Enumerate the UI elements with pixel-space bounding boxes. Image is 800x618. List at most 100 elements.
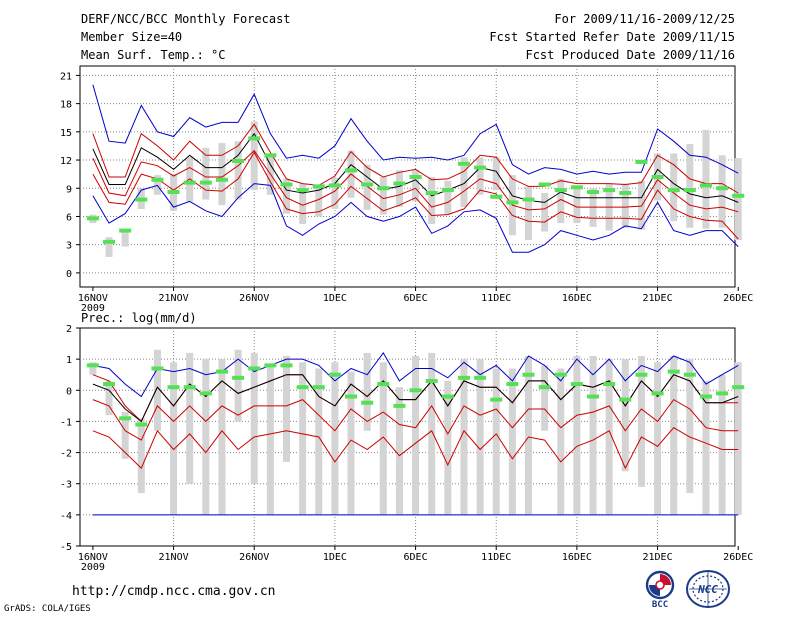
- forecast-period: For 2009/11/16-2009/12/25: [554, 12, 735, 26]
- prec-spread-box: [670, 356, 678, 515]
- prec-spread-box: [379, 362, 387, 515]
- prec-ensemble-marker: [683, 372, 696, 377]
- prec-ensemble-marker: [570, 382, 583, 387]
- prec-spread-box: [557, 368, 565, 515]
- temp-spread-box: [686, 144, 694, 228]
- temp-ensemble-marker: [683, 188, 696, 193]
- prec-spread-box: [315, 368, 323, 515]
- temp-ensemble-marker: [377, 186, 390, 191]
- temp-ensemble-marker: [215, 177, 228, 182]
- prec-ensemble-marker: [232, 375, 245, 380]
- temp-ensemble-marker: [457, 161, 470, 166]
- prec-ensemble-marker: [603, 382, 616, 387]
- temp-ensemble-marker: [667, 188, 680, 193]
- prec-spread-box: [266, 365, 274, 515]
- prec-ensemble-marker: [312, 385, 325, 390]
- prec-ensemble-marker: [667, 369, 680, 374]
- temp-ensemble-marker: [248, 136, 261, 141]
- prec-ensemble-marker: [619, 397, 632, 402]
- temp-spread-box: [202, 147, 210, 200]
- temp-spread-box: [444, 180, 452, 215]
- prec-ensemble-marker: [409, 388, 422, 393]
- prec-spread-box: [299, 362, 307, 515]
- prec-ensemble-marker: [248, 366, 261, 371]
- prec-ensemble-marker: [361, 400, 374, 405]
- prec-spread-box: [524, 356, 532, 515]
- prec-ytick-label: -5: [60, 542, 72, 553]
- prec-xtick-label: 26DEC: [723, 552, 753, 563]
- prec-ensemble-marker: [103, 382, 116, 387]
- prec-spread-box: [460, 359, 468, 515]
- temp-spread-box: [234, 141, 242, 200]
- prec-spread-box: [734, 362, 742, 515]
- temp-ensemble-marker: [716, 186, 729, 191]
- temp-ensemble-marker: [425, 190, 438, 195]
- temp-spread-box: [379, 176, 387, 215]
- temp-spread-box: [621, 183, 629, 228]
- prec-spread-box: [621, 359, 629, 472]
- temp-spread-box: [250, 121, 258, 191]
- temp-ensemble-marker: [135, 197, 148, 202]
- prec-series-low: [92, 427, 739, 470]
- temp-ensemble-marker: [441, 188, 454, 193]
- prec-xtick-label: 26NOV: [239, 552, 269, 563]
- prec-ytick-label: -2: [60, 449, 72, 460]
- bcc-logo-text: BCC: [652, 600, 668, 608]
- temp-xtick-label: 26NOV: [239, 293, 269, 304]
- prec-ensemble-marker: [635, 372, 648, 377]
- prec-xtick-label: 11DEC: [481, 552, 511, 563]
- temp-spread-box: [299, 183, 307, 224]
- prec-spread-box: [105, 380, 113, 416]
- temp-ensemble-marker: [474, 165, 487, 170]
- prec-ensemble-marker: [264, 363, 277, 368]
- prec-xtick-label: 21NOV: [159, 552, 189, 563]
- website-url[interactable]: http://cmdp.ncc.cma.gov.cn: [72, 584, 276, 599]
- prec-ensemble-marker: [119, 416, 132, 421]
- temp-spread-box: [460, 157, 468, 208]
- temp-ensemble-marker: [732, 193, 745, 198]
- prec-spread-box: [363, 352, 371, 431]
- temp-ensemble-marker: [119, 228, 132, 233]
- temp-xtick-year: 2009: [81, 303, 105, 314]
- temp-ensemble-marker: [699, 183, 712, 188]
- temp-series-lower: [92, 149, 739, 213]
- temp-ensemble-marker: [570, 185, 583, 190]
- temp-spread-box: [734, 158, 742, 240]
- grads-credit: GrADS: COLA/IGES: [4, 604, 91, 614]
- prec-spread-box: [492, 368, 500, 515]
- prec-spread-box: [702, 380, 710, 515]
- temp-series-min: [92, 183, 739, 253]
- temp-ytick-label: 18: [60, 100, 72, 111]
- prec-spread-box: [412, 356, 420, 515]
- temp-series-upper: [92, 123, 739, 194]
- temperature-panel-label: Mean Surf. Temp.: °C: [81, 48, 226, 62]
- prec-ensemble-marker: [328, 372, 341, 377]
- temp-ensemble-marker: [103, 239, 116, 244]
- temp-ytick-label: 3: [66, 241, 72, 252]
- prec-ensemble-marker: [490, 397, 503, 402]
- temp-spread-box: [395, 170, 403, 208]
- prec-ensemble-marker: [345, 394, 358, 399]
- temp-ensemble-marker: [490, 194, 503, 199]
- prec-spread-box: [654, 362, 662, 515]
- prec-ensemble-marker: [393, 403, 406, 408]
- prec-ensemble-marker: [86, 363, 99, 368]
- prec-spread-box: [428, 352, 436, 515]
- prec-spread-box: [347, 371, 355, 515]
- ncc-logo: NCC: [686, 570, 730, 608]
- prec-xtick-label: 16DEC: [562, 552, 592, 563]
- prec-ensemble-marker: [554, 372, 567, 377]
- prec-spread-box: [202, 359, 210, 515]
- temp-ensemble-marker: [280, 182, 293, 187]
- prec-ytick-label: -4: [60, 511, 72, 522]
- prec-spread-box: [508, 368, 516, 515]
- temp-ensemble-marker: [361, 182, 374, 187]
- temp-spread-box: [718, 155, 726, 228]
- temp-ensemble-marker: [619, 190, 632, 195]
- temp-ensemble-marker: [651, 174, 664, 179]
- temp-ensemble-marker: [296, 188, 309, 193]
- prec-ensemble-marker: [377, 382, 390, 387]
- prec-spread-box: [637, 356, 645, 487]
- prec-ensemble-marker: [587, 394, 600, 399]
- temp-ytick-label: 0: [66, 269, 72, 280]
